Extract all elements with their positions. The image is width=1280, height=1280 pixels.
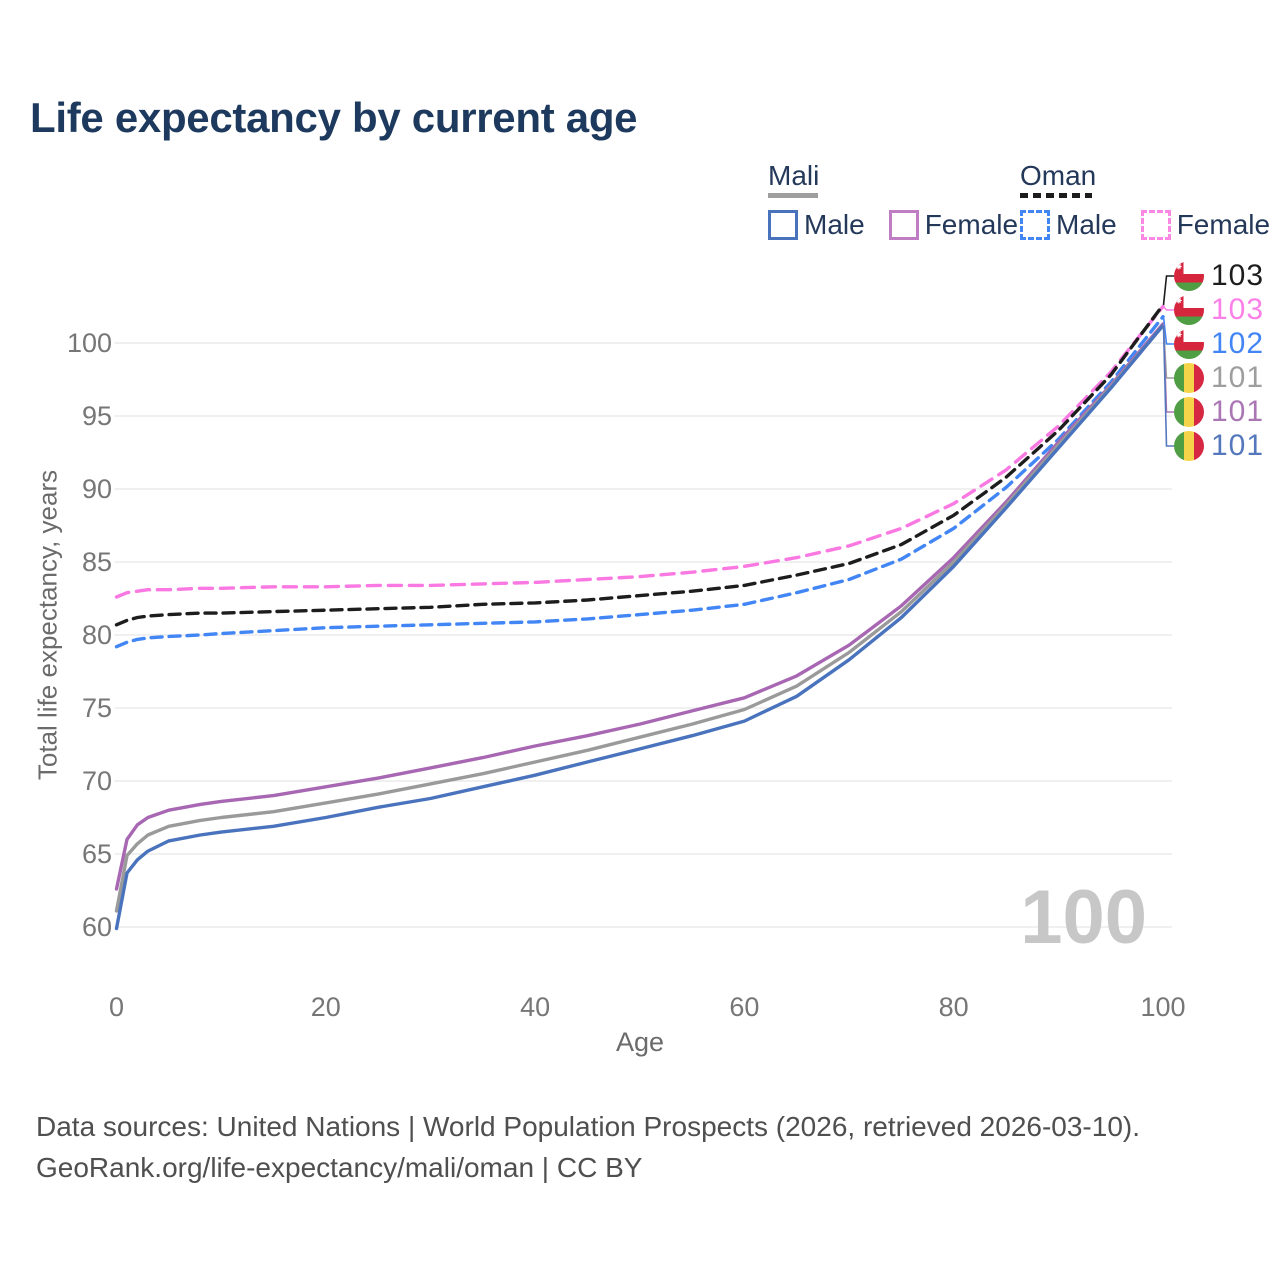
series-line-oman-male (114, 315, 1165, 649)
end-label-row: 102 (1174, 327, 1265, 360)
end-label-value: 101 (1211, 395, 1265, 428)
y-tick-label: 80 (81, 620, 112, 650)
legend-swatch-oman-male[interactable] (1020, 209, 1050, 240)
y-tick-label: 90 (81, 474, 112, 504)
legend-item-label-oman-male[interactable]: Male (1056, 208, 1117, 240)
x-tick-label: 40 (520, 992, 551, 1022)
end-label-row: 101 (1174, 429, 1265, 462)
x-tick-label: 0 (108, 992, 125, 1022)
mali-flag-icon (1174, 431, 1204, 461)
x-axis-title: Age (615, 1027, 665, 1057)
end-label-row: 101 (1174, 361, 1265, 394)
legend-group-oman: Oman Male Female (1020, 161, 1270, 241)
end-label-value: 102 (1211, 327, 1265, 360)
end-label-row: 103 (1174, 293, 1265, 326)
series-line-mali-both-sexes (114, 323, 1165, 913)
oman-flag-icon (1174, 295, 1204, 325)
y-tick-label: 85 (81, 547, 112, 577)
footer-url-line: GeoRank.org/life-expectancy/mali/oman | … (36, 1152, 643, 1183)
x-tick-label: 100 (1140, 992, 1186, 1022)
x-tick-label: 20 (310, 992, 341, 1022)
end-label-value: 103 (1211, 259, 1265, 292)
series-line-mali-male (114, 323, 1165, 931)
end-label-value: 101 (1211, 361, 1265, 394)
legend-item-label-mali-male[interactable]: Male (804, 208, 865, 240)
series-line-mali-female (114, 322, 1165, 891)
y-tick-label: 95 (81, 401, 112, 431)
oman-line-style-swatch (1020, 193, 1092, 198)
legend-country-label-oman: Oman (1020, 160, 1097, 191)
y-tick-label: 70 (81, 766, 112, 796)
legend-group-mali: Mali Male Female (768, 161, 1018, 241)
legend-item-label-mali-female[interactable]: Female (924, 208, 1019, 240)
mali-flag-icon (1174, 363, 1204, 393)
end-label-connector (1162, 325, 1175, 447)
end-label-connector (1162, 305, 1175, 311)
end-label-value: 103 (1211, 293, 1265, 326)
end-label-value: 101 (1211, 429, 1265, 462)
mali-line-style-swatch (768, 193, 818, 198)
page-title: Life expectancy by current age (30, 94, 638, 141)
footer-source-line: Data sources: United Nations | World Pop… (36, 1111, 1141, 1142)
y-tick-label: 65 (81, 839, 112, 869)
end-label-connector (1162, 275, 1175, 306)
series-end-labels: 103 103 102 101 (1174, 259, 1265, 462)
series-line-oman-female (114, 304, 1165, 599)
end-label-row: 103 (1174, 259, 1265, 292)
end-label-connector (1162, 316, 1175, 345)
y-tick-label: 100 (66, 328, 112, 358)
legend-item-label-oman-female[interactable]: Female (1176, 208, 1271, 240)
legend-swatch-mali-male[interactable] (768, 209, 798, 240)
legend-country-label-mali: Mali (768, 160, 820, 191)
y-tick-label: 60 (81, 912, 112, 942)
mali-flag-icon (1174, 397, 1204, 427)
footer-attribution: Data sources: United Nations | World Pop… (36, 1106, 1140, 1188)
y-tick-label: 75 (81, 693, 112, 723)
oman-flag-icon (1174, 261, 1204, 291)
legend-swatch-oman-female[interactable] (1140, 209, 1171, 240)
end-label-row: 101 (1174, 395, 1265, 428)
age-counter-watermark: 100 (1020, 875, 1147, 960)
x-tick-label: 60 (729, 992, 760, 1022)
legend-swatch-mali-female[interactable] (888, 209, 919, 240)
x-tick-label: 80 (938, 992, 969, 1022)
oman-flag-icon (1174, 329, 1204, 359)
series-line-oman-both-sexes (114, 303, 1165, 627)
